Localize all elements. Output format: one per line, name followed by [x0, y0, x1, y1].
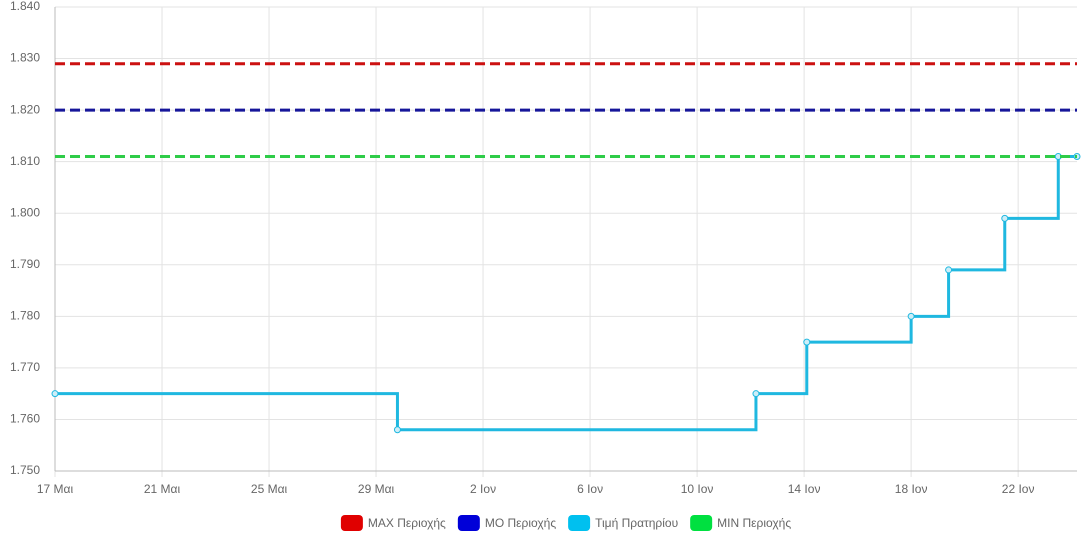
y-tick-label: 1.790	[10, 257, 40, 271]
legend-swatch	[568, 515, 591, 531]
legend-swatch	[457, 515, 480, 531]
x-tick-label: 18 Ιον	[895, 482, 928, 496]
x-tick-label: 17 Μαι	[37, 482, 74, 496]
x-tick-label: 6 Ιον	[577, 482, 603, 496]
y-tick-label: 1.780	[10, 309, 40, 323]
point	[393, 426, 401, 434]
x-tick-label: 10 Ιον	[681, 482, 714, 496]
x-tick-label: 14 Ιον	[788, 482, 821, 496]
y-tick-label: 1.840	[10, 0, 40, 13]
y-tick-label: 1.770	[10, 360, 40, 374]
y-tick-label: 1.750	[10, 463, 40, 477]
legend-swatch	[690, 515, 713, 531]
legend: MAX Περιοχής ΜΟ Περιοχής Τιμή Πρατηρίου MIN…	[340, 515, 791, 531]
point	[51, 390, 59, 398]
legend-label: ΜΟ Περιοχής	[485, 516, 556, 530]
point	[803, 338, 811, 346]
x-tick-label: 29 Μαι	[358, 482, 395, 496]
y-tick-label: 1.760	[10, 412, 40, 426]
legend-label: Τιμή Πρατηρίου	[595, 516, 678, 530]
step-line	[55, 155, 1077, 432]
y-tick-label: 1.830	[10, 51, 40, 65]
x-tick-label: 2 Ιον	[470, 482, 496, 496]
y-tick-label: 1.800	[10, 205, 40, 219]
x-tick-label: 21 Μαι	[144, 482, 181, 496]
y-tick-label: 1.810	[10, 154, 40, 168]
point	[752, 390, 760, 398]
point	[945, 266, 953, 274]
x-tick-label: 25 Μαι	[251, 482, 288, 496]
legend-label: MIN Περιοχής	[717, 516, 791, 530]
point	[907, 312, 915, 320]
legend-swatch	[340, 515, 363, 531]
x-tick-label: 22 Ιον	[1002, 482, 1035, 496]
point	[1001, 214, 1009, 222]
legend-label: MAX Περιοχής	[368, 516, 446, 530]
y-tick-label: 1.820	[10, 102, 40, 116]
